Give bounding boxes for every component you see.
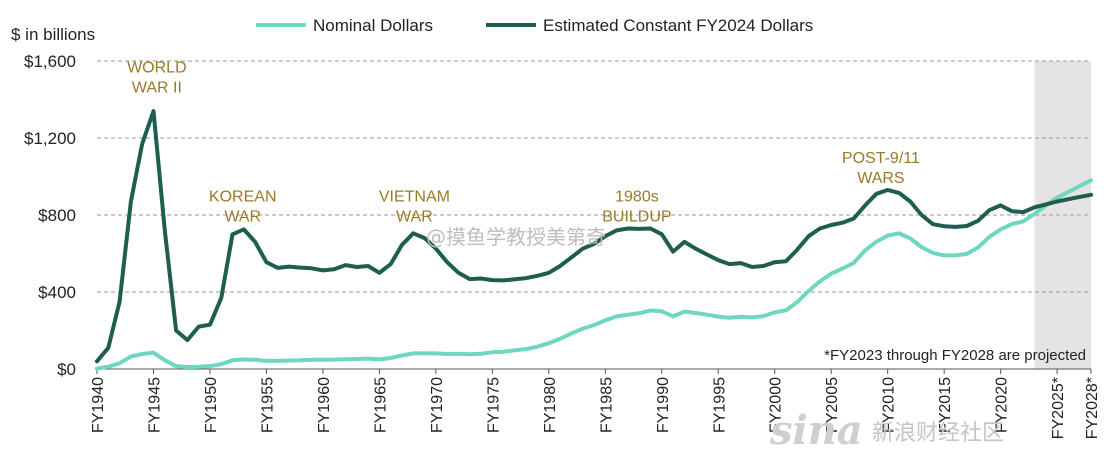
x-tick-label: FY1940 xyxy=(90,377,107,433)
annotations: WORLD WAR II KOREAN WAR VIETNAM WAR 1980s BUILD… xyxy=(127,60,920,226)
x-tick-label: FY1965 xyxy=(372,377,389,433)
event-annotation: VIETNAM WAR xyxy=(379,189,450,226)
event-annotation: KOREAN WAR xyxy=(209,189,277,226)
x-tick-label: FY1990 xyxy=(655,377,672,433)
sina-text-watermark: 新浪财经社区 xyxy=(872,421,1004,446)
x-tick-label: FY2000 xyxy=(768,377,785,433)
y-axis-ticks: $0 $400 $800 $1,200 $1,600 xyxy=(24,52,76,379)
legend-label-constant: Estimated Constant FY2024 Dollars xyxy=(543,16,813,35)
x-tick-label: FY1960 xyxy=(316,377,333,433)
y-tick-label: $1,200 xyxy=(24,129,76,148)
x-tick-label: FY1955 xyxy=(259,377,276,433)
x-tick-label: FY1945 xyxy=(146,377,163,433)
x-tick-label: FY2020 xyxy=(994,377,1011,433)
series-line-nominal xyxy=(95,178,1093,371)
x-tick-label: FY1985 xyxy=(598,377,615,433)
x-tick-label: FY2028* xyxy=(1084,377,1101,439)
sina-logo-watermark: sina xyxy=(769,407,863,454)
y-tick-label: $0 xyxy=(57,360,76,379)
event-annotation: WORLD WAR II xyxy=(127,60,187,97)
event-annotation: POST-9/11 WARS xyxy=(842,150,920,187)
x-tick-label: FY1970 xyxy=(429,377,446,433)
x-tick-label: FY2005 xyxy=(824,377,841,433)
y-tick-label: $400 xyxy=(38,283,76,302)
event-annotation: 1980s BUILDUP xyxy=(602,189,671,226)
legend-label-nominal: Nominal Dollars xyxy=(313,16,433,35)
x-tick-label: FY1995 xyxy=(711,377,728,433)
projection-footnote: *FY2023 through FY2028 are projected xyxy=(824,347,1086,364)
x-axis-ticks: FY1940 FY1945 FY1950 FY1955 FY1960 FY1965 FY19… xyxy=(90,369,1101,439)
y-tick-label: $800 xyxy=(38,206,76,225)
y-unit-label: $ in billions xyxy=(11,25,95,44)
series-line-constant xyxy=(95,109,1093,364)
x-tick-label: FY1975 xyxy=(485,377,502,433)
y-tick-label: $1,600 xyxy=(24,52,76,71)
series-lines xyxy=(95,109,1093,371)
grid-lines xyxy=(97,60,1091,370)
weibo-watermark: @摸鱼学教授美第奇 xyxy=(426,225,606,249)
x-tick-label: FY1950 xyxy=(203,377,220,433)
x-tick-label: FY2010 xyxy=(881,377,898,433)
legend: Nominal Dollars Estimated Constant FY202… xyxy=(256,16,813,35)
x-tick-label: FY2025* xyxy=(1050,377,1067,439)
x-tick-label: FY2015 xyxy=(937,377,954,433)
x-tick-label: FY1980 xyxy=(542,377,559,433)
